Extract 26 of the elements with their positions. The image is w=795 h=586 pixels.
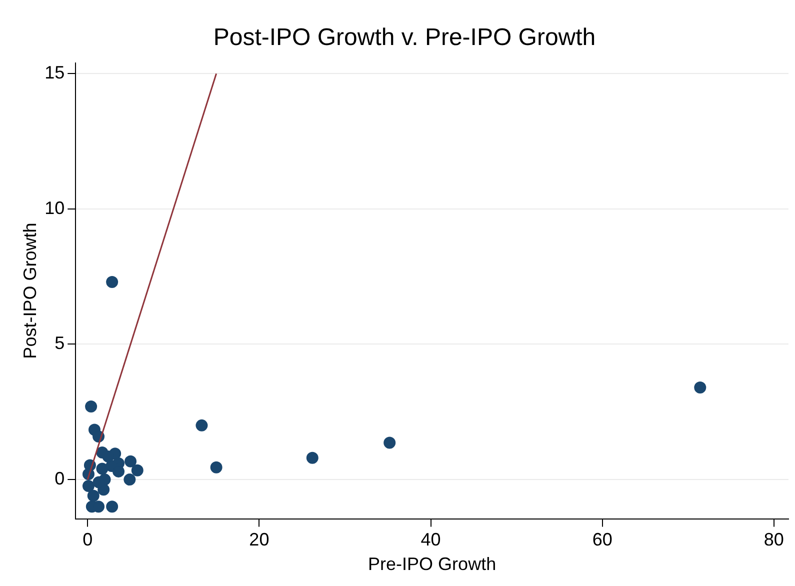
- x-tick-label: 0: [82, 530, 93, 550]
- x-tick-label: 80: [764, 530, 784, 550]
- point: [106, 500, 118, 513]
- y-tick-label: 5: [54, 333, 65, 354]
- y-tick-label: 15: [44, 62, 65, 83]
- point: [87, 490, 100, 502]
- y-tick-label: 10: [44, 198, 65, 218]
- y-tick-label: 0: [54, 468, 65, 489]
- x-axis-title: Pre-IPO Growth: [368, 554, 496, 574]
- point: [124, 474, 136, 486]
- point: [85, 400, 98, 412]
- point: [196, 419, 208, 432]
- point: [106, 276, 118, 288]
- x-tick-label: 20: [249, 530, 270, 550]
- point: [82, 480, 94, 492]
- point: [306, 452, 318, 464]
- x-tick-label: 60: [592, 530, 612, 550]
- chart-title: Post-IPO Growth v. Pre-IPO Growth: [213, 24, 596, 52]
- point: [96, 446, 108, 458]
- point: [124, 455, 137, 468]
- y-axis-title: Post-IPO Growth: [20, 222, 40, 359]
- point: [694, 382, 706, 394]
- point: [384, 436, 396, 449]
- point: [210, 461, 222, 474]
- x-tick-label: 40: [420, 530, 441, 550]
- point: [131, 464, 144, 476]
